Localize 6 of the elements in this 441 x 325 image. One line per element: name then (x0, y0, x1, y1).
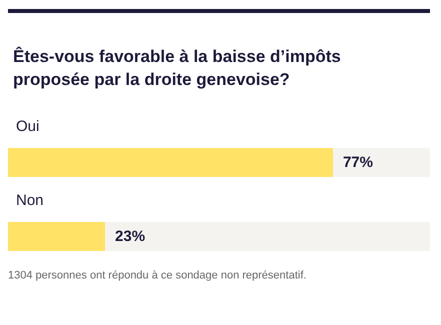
data-label: 77% (342, 154, 373, 171)
y-tick-label: Oui (16, 118, 40, 135)
text: 1304 personnes ont répondu à ce sondage non représentatif. (8, 270, 306, 282)
chart-title: Êtes-vous favorable à la baisse d’impôts proposée par la droite genevoise? (13, 46, 346, 89)
data-label: 23% (115, 228, 146, 245)
y-tick-label: Non (16, 192, 44, 209)
